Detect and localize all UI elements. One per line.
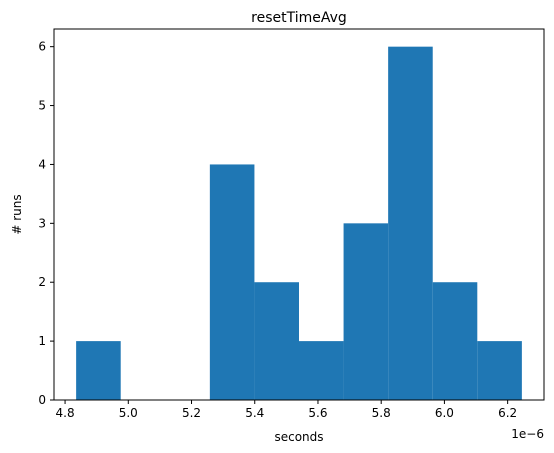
- plot-frame: [53, 28, 545, 401]
- histogram-bar: [209, 164, 255, 400]
- y-tick-label: 2: [38, 275, 46, 289]
- y-tick-label: 0: [38, 393, 46, 407]
- y-tick-label: 3: [38, 216, 46, 230]
- histogram-bar: [299, 341, 344, 400]
- x-tick-label: 6.0: [435, 406, 454, 420]
- y-tick-label: 6: [38, 40, 46, 54]
- y-axis-label: # runs: [10, 194, 24, 234]
- x-tick-label: 5.8: [372, 406, 391, 420]
- histogram-bar: [477, 341, 522, 400]
- histogram-bar: [432, 282, 478, 400]
- x-axis-label: seconds: [274, 430, 323, 444]
- x-tick-label: 5.4: [245, 406, 264, 420]
- bars-group: [76, 46, 522, 401]
- chart-title: resetTimeAvg: [251, 10, 347, 26]
- x-offset-label: 1e−6: [511, 427, 544, 441]
- x-tick-label: 6.2: [498, 406, 517, 420]
- x-tick-label: 5.2: [182, 406, 201, 420]
- histogram-bar: [388, 46, 433, 401]
- y-tick-label: 1: [38, 334, 46, 348]
- y-tick-label: 5: [38, 99, 46, 113]
- x-axis: 4.8 5.0 5.2 5.4 5.6 5.8 6.0 6.2: [56, 400, 517, 420]
- histogram-bar: [76, 341, 121, 400]
- histogram-bar: [254, 282, 299, 400]
- x-tick-label: 5.0: [119, 406, 138, 420]
- histogram-bar: [343, 223, 389, 400]
- y-axis: 0 1 2 3 4 5 6: [38, 40, 54, 407]
- y-tick-label: 4: [38, 157, 46, 171]
- x-tick-label: 4.8: [56, 406, 75, 420]
- x-tick-label: 5.6: [308, 406, 327, 420]
